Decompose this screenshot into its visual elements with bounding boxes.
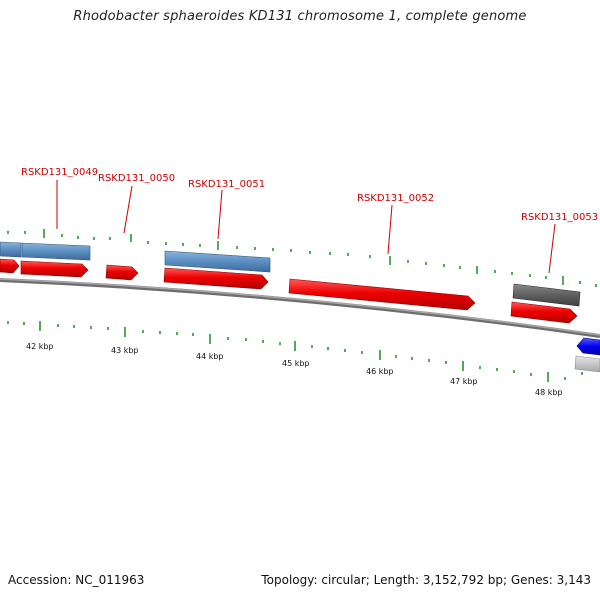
scale-label: 48 kbp <box>535 388 563 397</box>
chromosome-backbone <box>0 278 600 338</box>
gene-arrow[interactable] <box>288 278 476 311</box>
feature-bar[interactable] <box>164 250 271 273</box>
feature-bar[interactable] <box>574 355 600 373</box>
gene-arrow[interactable] <box>576 337 600 356</box>
scale-label: 46 kbp <box>366 367 394 376</box>
feature-bar[interactable] <box>0 241 22 258</box>
upper-tick-ring <box>7 229 597 287</box>
leader-line-0053 <box>548 223 556 274</box>
scale-label: 47 kbp <box>450 377 478 386</box>
gene-arrow[interactable] <box>510 301 578 324</box>
leader-line-0051 <box>217 189 223 240</box>
scale-label: 42 kbp <box>26 342 54 351</box>
gene-arrow[interactable] <box>20 260 89 278</box>
accession-text: Accession: NC_011963 <box>8 573 145 587</box>
map-title: Rhodobacter sphaeroides KD131 chromosome… <box>73 9 527 24</box>
leader-line-0050 <box>123 185 133 234</box>
feature-track-upper <box>0 241 581 307</box>
feature-bar[interactable] <box>21 242 91 261</box>
scale-label: 44 kbp <box>196 352 224 361</box>
gene-label-0052[interactable]: RSKD131_0052 <box>357 193 434 204</box>
feature-bar[interactable] <box>512 283 581 307</box>
gene-label-0049[interactable]: RSKD131_0049 <box>21 167 98 178</box>
gene-arrow[interactable] <box>0 258 20 274</box>
gene-label-0051[interactable]: RSKD131_0051 <box>188 179 265 190</box>
gene-label-0053[interactable]: RSKD131_0053 <box>521 212 598 223</box>
scale-label: 45 kbp <box>282 359 310 368</box>
lower-tick-ring <box>7 321 583 382</box>
gene-label-0050[interactable]: RSKD131_0050 <box>98 173 175 184</box>
gene-arrow[interactable] <box>105 264 139 281</box>
scale-label: 43 kbp <box>111 346 139 355</box>
genome-summary-text: Topology: circular; Length: 3,152,792 bp… <box>261 573 591 587</box>
gene-arrow[interactable] <box>163 267 269 290</box>
leader-line-0052 <box>387 204 393 255</box>
gene-track <box>0 258 600 373</box>
